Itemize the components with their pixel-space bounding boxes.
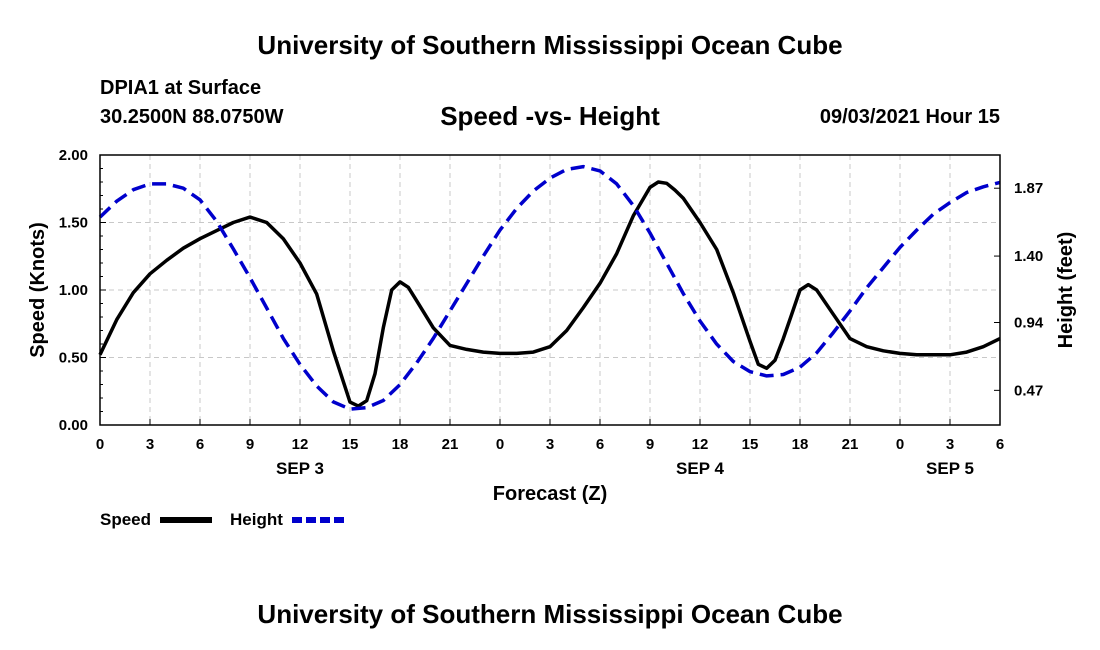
x-tick-label: 9 [646, 436, 654, 453]
x-tick-label: 0 [496, 436, 504, 453]
x-tick-label: 3 [146, 436, 154, 453]
legend-height-label: Height [230, 510, 283, 529]
y-axis-left-ticks: 0.00 0.50 1.00 1.50 2.00 [59, 147, 106, 434]
y-left-tick-label: 0.50 [59, 350, 88, 367]
coordinates-label: 30.2500N 88.0750W [100, 106, 284, 128]
legend-speed-label: Speed [100, 510, 151, 529]
day-label: SEP 4 [676, 459, 724, 478]
chart-grid [100, 155, 1000, 425]
chart-title: Speed -vs- Height [440, 101, 660, 131]
x-tick-label: 12 [692, 436, 709, 453]
x-tick-label: 0 [896, 436, 904, 453]
legend: Speed Height [100, 510, 344, 529]
x-tick-label: 15 [342, 436, 359, 453]
y-left-tick-label: 1.00 [59, 282, 88, 299]
x-tick-label: 12 [292, 436, 309, 453]
x-axis-ticks: 0 3 6 9 12 15 18 21 0 3 6 9 12 15 18 21 0 3 6 [96, 419, 1004, 453]
x-tick-label: 3 [946, 436, 954, 453]
y-right-tick-label: 1.87 [1014, 180, 1043, 197]
x-tick-label: 3 [546, 436, 554, 453]
y-right-tick-label: 1.40 [1014, 248, 1043, 265]
x-tick-label: 15 [742, 436, 759, 453]
x-tick-label: 6 [196, 436, 204, 453]
x-axis-label: Forecast (Z) [493, 483, 607, 505]
height-series-line [98, 164, 1001, 411]
y-right-tick-label: 0.47 [1014, 382, 1043, 399]
y-right-tick-label: 0.94 [1014, 314, 1044, 331]
forecast-date-label: 09/03/2021 Hour 15 [819, 106, 1000, 128]
y-left-tick-label: 0.00 [59, 417, 88, 434]
x-tick-label: 9 [246, 436, 254, 453]
footer-title: University of Southern Mississippi Ocean… [257, 599, 843, 629]
y-axis-right-label: Height (feet) [1055, 232, 1077, 349]
x-tick-label: 0 [96, 436, 104, 453]
day-labels: SEP 3 SEP 4 SEP 5 [276, 459, 974, 478]
series-layer [98, 164, 1001, 411]
y-left-tick-label: 1.50 [59, 215, 88, 232]
x-tick-label: 6 [596, 436, 604, 453]
speed-series-line [98, 180, 1001, 408]
station-label: DPIA1 at Surface [100, 77, 262, 99]
y-axis-right-ticks: 0.47 0.94 1.40 1.87 [994, 180, 1044, 399]
x-tick-label: 18 [392, 436, 409, 453]
y-left-tick-label: 2.00 [59, 147, 88, 164]
day-label: SEP 5 [926, 459, 974, 478]
x-tick-label: 18 [792, 436, 809, 453]
x-tick-label: 21 [442, 436, 459, 453]
x-tick-label: 6 [996, 436, 1004, 453]
x-tick-label: 21 [842, 436, 859, 453]
y-axis-left-label: Speed (Knots) [27, 222, 49, 358]
day-label: SEP 3 [276, 459, 324, 478]
page-title: University of Southern Mississippi Ocean… [257, 30, 843, 60]
